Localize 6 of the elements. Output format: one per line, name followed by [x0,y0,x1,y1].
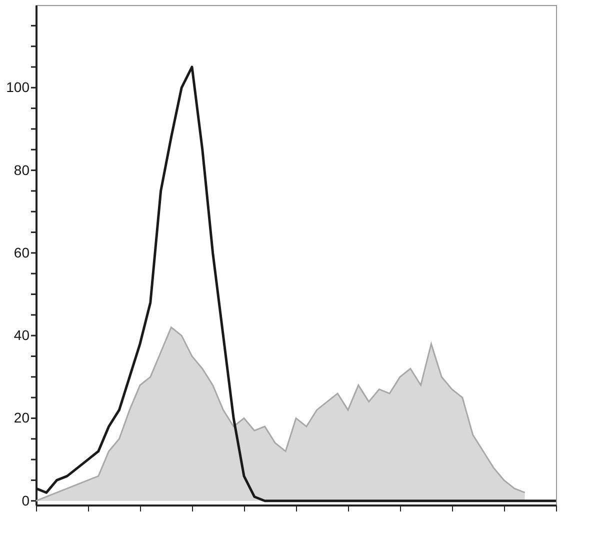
y-tick-label: 40 [14,327,30,344]
y-tick-label: 0 [22,492,30,508]
y-tick-label: 60 [14,244,30,260]
y-tick-label: 80 [14,162,30,178]
y-tick-label: 100 [6,79,30,96]
y-tick-label: 20 [14,410,30,426]
